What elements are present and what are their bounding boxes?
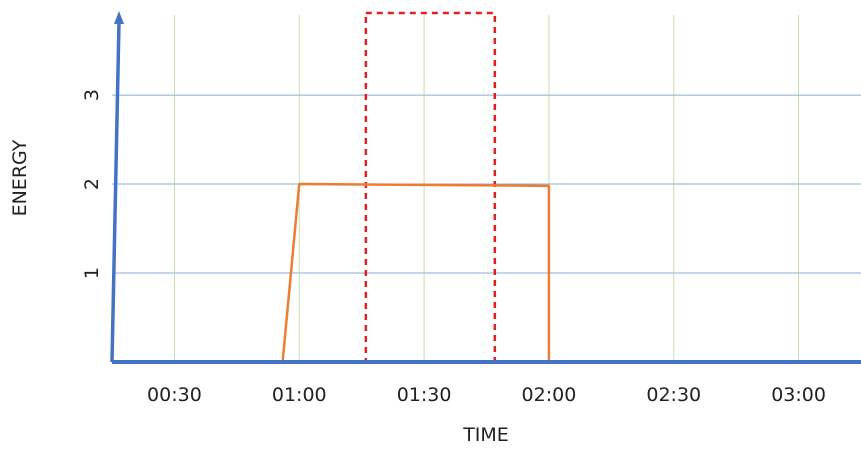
vertical-grid [173, 15, 800, 362]
axes-layer [110, 11, 861, 364]
series-layer [281, 182, 551, 363]
y-tick-label-1: 1 [81, 267, 103, 279]
y-axis-title: ENERGY [9, 139, 31, 216]
y-tick-label-2: 2 [81, 178, 103, 190]
highlight-region [364, 11, 497, 364]
x-tick-label-0300: 03:00 [771, 384, 826, 406]
series-line-0 [281, 182, 551, 363]
highlight-region-layer [364, 11, 497, 364]
x-tick-label-0100: 01:00 [272, 384, 327, 406]
x-axis-title: TIME [462, 424, 509, 446]
y-tick-label-3: 3 [81, 89, 103, 101]
x-tick-label-0200: 02:00 [522, 384, 577, 406]
horizontal-grid [112, 94, 861, 274]
x-tick-label-0030: 00:30 [147, 384, 202, 406]
y-axis-arrowhead [114, 11, 124, 24]
x-tick-label-0130: 01:30 [397, 384, 452, 406]
x-tick-label-0230: 02:30 [646, 384, 701, 406]
tick-labels: 1 2 3 00:30 01:00 01:30 02:00 02:30 03:00 [81, 89, 826, 406]
y-axis-line [110, 21, 121, 363]
